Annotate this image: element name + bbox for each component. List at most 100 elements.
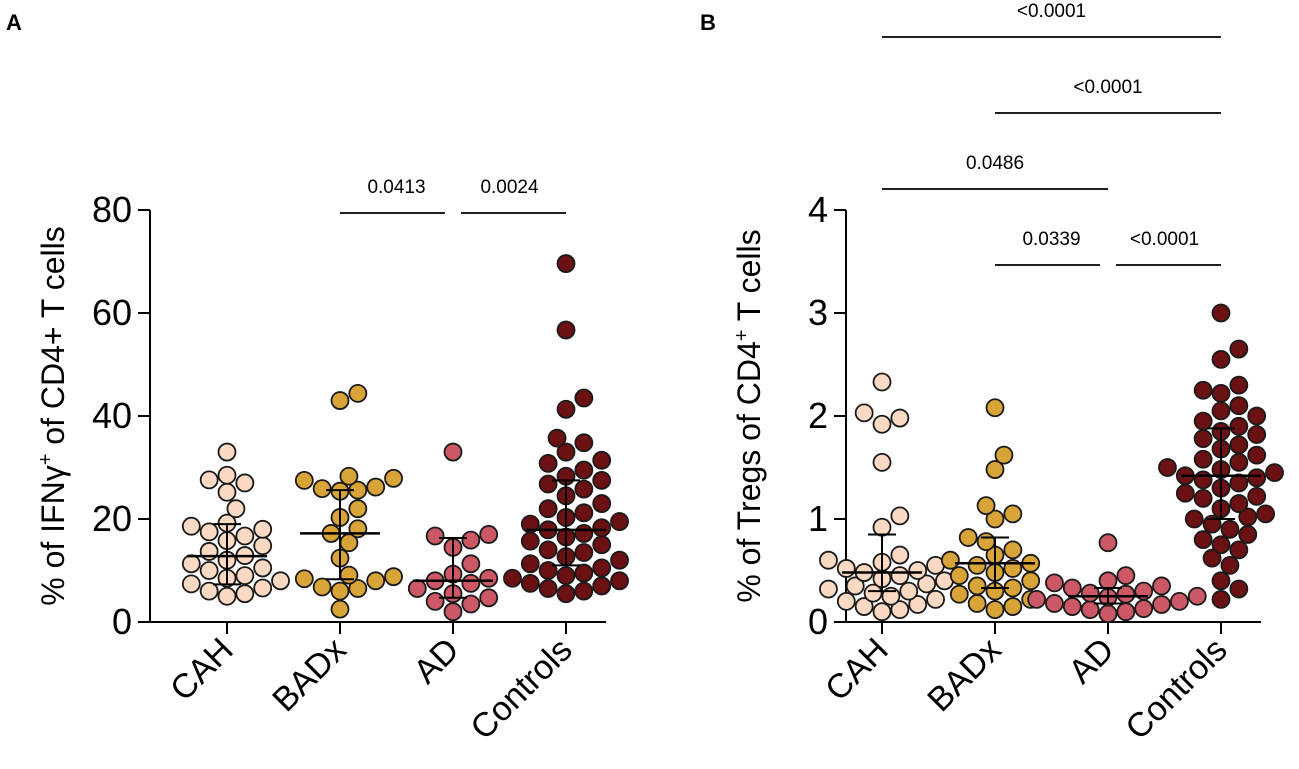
point-badx-22 xyxy=(985,460,1005,479)
point-controls-15 xyxy=(538,540,558,560)
point-cah-2 xyxy=(199,581,219,601)
point-badx-13 xyxy=(348,499,368,519)
point-badx-21 xyxy=(976,496,996,516)
point-cah-17 xyxy=(199,522,219,542)
point-cah-24 xyxy=(872,452,892,472)
point-controls-40 xyxy=(1211,383,1231,403)
panel-a: A % of IFNγ+ of CD4+ T cells 0 20 40 60 80 CA… xyxy=(6,10,629,747)
point-ad-5 xyxy=(407,579,427,598)
point-controls-9 xyxy=(1220,519,1240,539)
point-ad-1 xyxy=(461,594,481,614)
point-controls-2 xyxy=(1211,571,1231,591)
point-badx-1 xyxy=(330,581,350,601)
point-controls-35 xyxy=(592,450,612,470)
x-category-label-cah: CAH xyxy=(163,631,241,709)
point-badx-3 xyxy=(312,577,332,597)
sig-pvalue-3: 0.0339 xyxy=(1022,229,1080,250)
point-controls-10 xyxy=(592,558,612,578)
point-controls-21 xyxy=(592,518,612,538)
point-cah-3 xyxy=(253,578,273,598)
point-cah-16 xyxy=(235,526,255,546)
sig-pvalue-0: <0.0001 xyxy=(1017,1,1086,22)
point-controls-17 xyxy=(520,531,540,551)
x-category-label-controls: Controls xyxy=(1118,631,1234,747)
point-controls-0 xyxy=(556,584,576,604)
point-cah-21 xyxy=(890,545,910,565)
panel-a-marks xyxy=(181,254,629,622)
point-ad-8 xyxy=(1027,589,1046,609)
point-cah-7 xyxy=(863,583,883,603)
point-cah-16 xyxy=(908,561,928,580)
y-tick-label-2: 40 xyxy=(92,395,132,436)
point-cah-11 xyxy=(917,574,937,594)
point-controls-39 xyxy=(1229,396,1249,416)
point-badx-18 xyxy=(294,470,314,490)
point-controls-21 xyxy=(1193,470,1213,490)
point-ad-3 xyxy=(1134,599,1154,619)
x-category-label-controls: Controls xyxy=(463,631,579,747)
panel-b-y-axis-label: % of Tregs of CD4+ T cells xyxy=(731,229,767,602)
point-controls-1 xyxy=(1229,579,1249,599)
point-cah-25 xyxy=(872,414,892,434)
point-ad-19 xyxy=(1098,533,1118,553)
point-controls-8 xyxy=(1238,525,1258,544)
point-controls-33 xyxy=(1247,425,1267,444)
point-controls-0 xyxy=(1211,589,1231,609)
point-cah-0 xyxy=(872,602,892,622)
point-controls-11 xyxy=(1184,509,1204,529)
point-cah-14 xyxy=(890,566,910,586)
point-badx-2 xyxy=(348,579,368,598)
point-cah-10 xyxy=(181,554,201,574)
point-controls-38 xyxy=(1211,401,1231,421)
point-controls-33 xyxy=(574,460,594,480)
point-controls-7 xyxy=(556,566,576,586)
point-controls-26 xyxy=(538,499,558,519)
point-cah-28 xyxy=(872,372,892,392)
point-badx-9 xyxy=(949,566,969,586)
point-badx-11 xyxy=(348,519,368,539)
point-cah-3 xyxy=(908,595,928,614)
point-controls-37 xyxy=(1247,406,1267,426)
point-badx-4 xyxy=(949,584,969,604)
point-controls-2 xyxy=(538,579,558,598)
point-controls-35 xyxy=(1229,416,1249,436)
point-ad-15 xyxy=(1152,576,1171,596)
panel-b-letter: B xyxy=(700,10,716,35)
point-cah-14 xyxy=(253,536,273,556)
point-ad-15 xyxy=(443,442,463,462)
x-category-label-badx: BADx xyxy=(265,631,353,719)
point-cah-8 xyxy=(899,581,919,601)
point-badx-16 xyxy=(312,479,332,499)
panel-b: B % of Tregs of CD4+ T cells 0 1 2 3 4 CAH BAD… xyxy=(700,1,1284,747)
point-ad-7 xyxy=(1170,592,1189,611)
point-controls-37 xyxy=(574,433,594,453)
y-tick-label-0: 0 xyxy=(112,601,132,642)
panel-a-y-axis-label: % of IFNγ+ of CD4+ T cells xyxy=(35,226,71,606)
panel-a-ylabel-post: of CD4+ T cells xyxy=(35,226,71,453)
point-cah-19 xyxy=(181,516,201,536)
point-ad-5 xyxy=(1152,595,1171,614)
point-badx-19 xyxy=(985,509,1005,529)
point-badx-6 xyxy=(384,567,403,587)
point-controls-1 xyxy=(574,581,594,601)
point-controls-23 xyxy=(610,512,629,531)
point-badx-8 xyxy=(1021,571,1041,591)
point-controls-22 xyxy=(1247,468,1267,488)
point-controls-41 xyxy=(556,320,576,340)
point-badx-2 xyxy=(967,594,987,613)
point-cah-4 xyxy=(181,574,201,594)
point-badx-22 xyxy=(348,383,368,403)
point-cah-21 xyxy=(226,499,246,519)
point-controls-42 xyxy=(556,254,576,273)
point-controls-14 xyxy=(574,543,594,562)
point-badx-7 xyxy=(967,576,987,596)
point-badx-18 xyxy=(958,528,978,547)
point-controls-6 xyxy=(1211,535,1231,555)
point-controls-8 xyxy=(574,563,594,583)
point-controls-42 xyxy=(1229,375,1249,395)
point-badx-7 xyxy=(339,565,359,585)
point-cah-5 xyxy=(926,589,945,609)
point-cah-22 xyxy=(217,482,237,502)
y-tick-label-2: 2 xyxy=(808,395,828,436)
y-tick-label-4: 80 xyxy=(92,189,132,230)
